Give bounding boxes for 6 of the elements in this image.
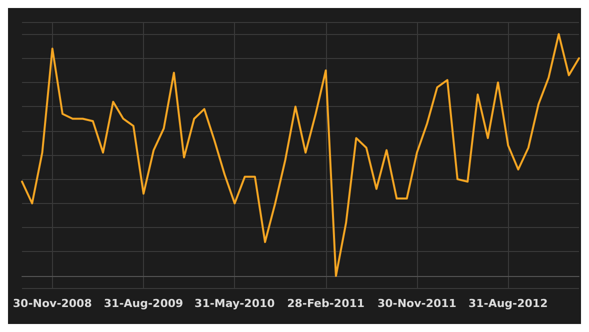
x-tick-label: 28-Feb-2011 [287, 297, 365, 310]
x-tick-label: 31-May-2010 [194, 297, 276, 310]
x-tick-label: 30-Nov-2008 [12, 297, 92, 310]
x-tick-label: 31-Aug-2009 [104, 297, 184, 310]
x-tick-label: 30-Nov-2011 [377, 297, 456, 310]
x-tick-label: 31-Aug-2012 [468, 297, 548, 310]
